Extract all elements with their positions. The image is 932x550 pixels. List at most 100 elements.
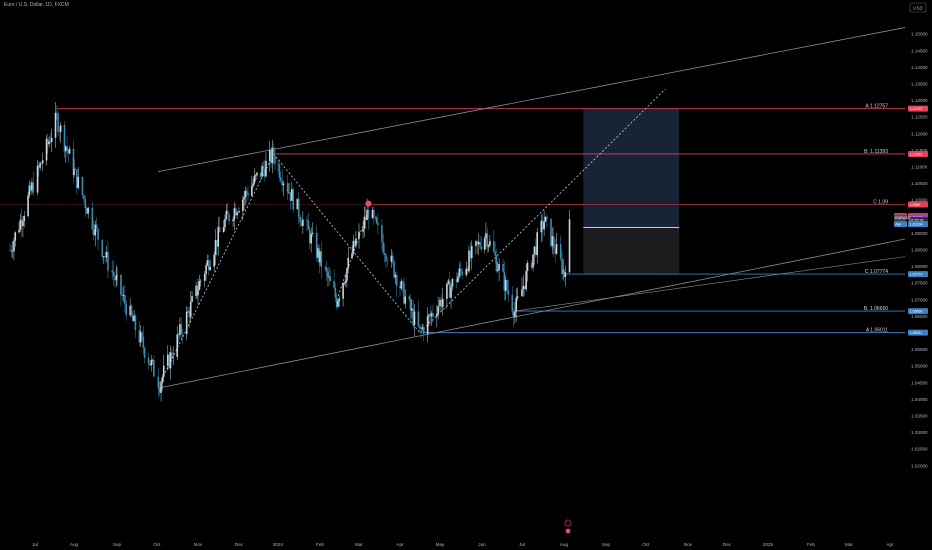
candle-body — [11, 251, 14, 252]
candle-body — [191, 296, 193, 302]
candle-body — [291, 189, 293, 201]
candle-body — [150, 360, 153, 366]
candle-body — [411, 308, 413, 311]
candle-body — [383, 252, 386, 256]
time-tick-label: Mar — [355, 542, 363, 547]
candle-body — [346, 268, 348, 281]
candle-body — [238, 211, 240, 213]
candle-body — [382, 242, 385, 253]
candle-body — [48, 141, 50, 145]
candle-body — [381, 225, 383, 243]
currency-button[interactable] — [909, 2, 927, 13]
candle-body — [217, 226, 220, 247]
candle-body — [337, 301, 339, 307]
candle-body — [504, 279, 507, 291]
time-tick-label: Mar — [845, 542, 853, 547]
event-markers[interactable] — [365, 200, 572, 534]
candle-body — [420, 327, 422, 330]
candle-body — [206, 260, 209, 266]
candle-body — [87, 207, 89, 214]
candle-body — [436, 314, 438, 317]
candle-body — [271, 147, 274, 164]
price-tick-label: 1.13500 — [911, 82, 928, 87]
candle-body — [47, 138, 49, 145]
price-tick-label: 1.04000 — [911, 397, 928, 402]
channel-lines — [157, 27, 906, 389]
candle-body — [224, 219, 226, 228]
zigzag-path — [159, 88, 666, 384]
candle-body — [93, 229, 95, 236]
candle-body — [532, 254, 534, 268]
time-tick-label: Jun — [478, 542, 486, 547]
candle-body — [457, 276, 459, 283]
level-tag-text: 1.11393 — [910, 152, 923, 156]
candle-body — [512, 311, 515, 318]
candle-body — [54, 112, 57, 138]
candle-body — [160, 383, 162, 393]
candle-body — [286, 183, 289, 193]
level-lines — [0, 108, 905, 334]
candle-body — [347, 257, 350, 269]
candle-body — [516, 296, 519, 299]
ask-label — [894, 221, 907, 228]
target-zone — [583, 108, 680, 275]
candle-body — [181, 333, 184, 335]
candle-body — [9, 250, 11, 251]
candle-body — [450, 286, 452, 298]
stop-zone — [583, 227, 680, 275]
time-tick-label: Oct — [153, 542, 161, 547]
candle-body — [494, 251, 496, 256]
candle-body — [385, 255, 387, 261]
candle-body — [326, 271, 329, 278]
upper-channel-line — [157, 27, 906, 173]
time-tick-label: Dec — [235, 542, 244, 547]
candle-body — [428, 314, 430, 317]
candle-body — [320, 251, 323, 268]
candle-body — [487, 245, 490, 247]
candle-body — [41, 160, 44, 164]
candle-body — [561, 258, 563, 275]
candle-body — [243, 196, 245, 200]
candle-body — [72, 148, 75, 176]
candle-body — [540, 220, 543, 233]
candle-body — [465, 268, 468, 276]
candle-body — [394, 275, 397, 278]
candle-body — [207, 260, 210, 271]
time-tick-label: Nov — [684, 542, 693, 547]
candle-body — [344, 280, 347, 283]
candle-body — [141, 332, 143, 337]
level-tag — [908, 308, 928, 315]
candle-body — [68, 148, 71, 154]
price-tick-label: 1.02500 — [911, 447, 928, 452]
candle-body — [209, 266, 211, 271]
candle-body — [242, 199, 244, 212]
price-tags: 1.12757 1.11393 1.0987 1.07774 1.06660 1.0601… — [894, 105, 928, 336]
candle-body — [563, 269, 565, 277]
candle-body — [67, 149, 70, 154]
candle-body — [459, 268, 462, 272]
candle-body — [413, 311, 416, 325]
price-tick-label: 1.05500 — [911, 347, 928, 352]
candle-body — [541, 220, 544, 230]
candle-body — [311, 232, 314, 234]
candle-body — [277, 163, 279, 165]
candle-body — [386, 260, 389, 262]
level-labels: A 1.12757 B. 1.11393 C 1.09 C 1.07774 B. 1.0… — [864, 103, 888, 333]
candle-body — [177, 334, 180, 336]
candle-body — [260, 172, 262, 177]
candle-body — [254, 175, 257, 176]
candle-body — [232, 219, 234, 222]
price-tick-label: 1.03500 — [911, 414, 928, 419]
candle-body — [261, 166, 263, 177]
candle-body — [189, 301, 192, 318]
time-axis[interactable]: Jul Aug Sep Oct Nov Dec 2024 Feb Mar Apr May Jun Jul… — [32, 542, 894, 547]
candle-body — [77, 176, 80, 189]
candle-body — [317, 248, 319, 258]
candle-body — [102, 256, 105, 257]
price-tick-label: 1.12000 — [911, 131, 928, 136]
candle-body — [441, 298, 444, 307]
candle-body — [399, 286, 401, 289]
candle-body — [429, 314, 432, 317]
candle-body — [418, 326, 421, 328]
